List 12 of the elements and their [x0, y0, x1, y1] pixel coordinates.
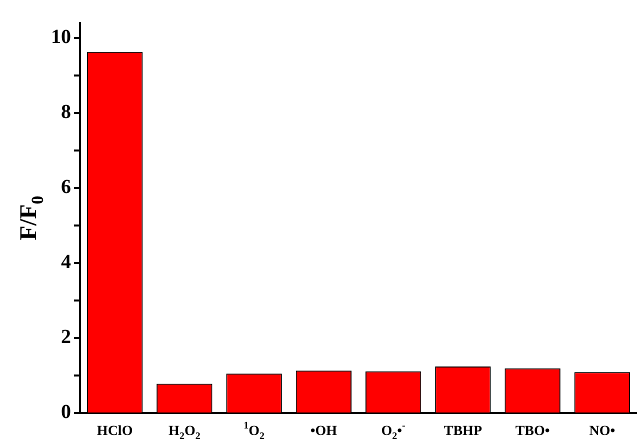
x-tick-label: •OH: [310, 424, 338, 439]
x-tick-label: TBHP: [444, 424, 482, 439]
x-tick-label: HClO: [96, 424, 133, 439]
y-tick-label: 4: [61, 251, 71, 274]
y-tick-label: 0: [61, 401, 71, 424]
y-tick-label: 2: [61, 326, 71, 348]
y-tick-label: 8: [61, 101, 71, 124]
y-tick-label: 6: [61, 176, 71, 198]
x-tick-label: TBO•: [515, 424, 550, 439]
y-tick-label: 10: [51, 26, 71, 48]
x-tick-label: NO•: [589, 424, 616, 439]
y-axis-title: F/F0: [16, 196, 48, 240]
